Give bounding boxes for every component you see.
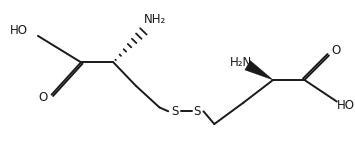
Text: S: S xyxy=(193,105,200,118)
Text: NH₂: NH₂ xyxy=(144,13,166,26)
Text: O: O xyxy=(331,44,340,57)
Text: O: O xyxy=(38,91,48,104)
Text: HO: HO xyxy=(10,24,28,38)
Polygon shape xyxy=(245,61,273,80)
Text: HO: HO xyxy=(337,99,355,112)
Text: S: S xyxy=(171,105,179,118)
Text: H₂N: H₂N xyxy=(230,56,252,69)
